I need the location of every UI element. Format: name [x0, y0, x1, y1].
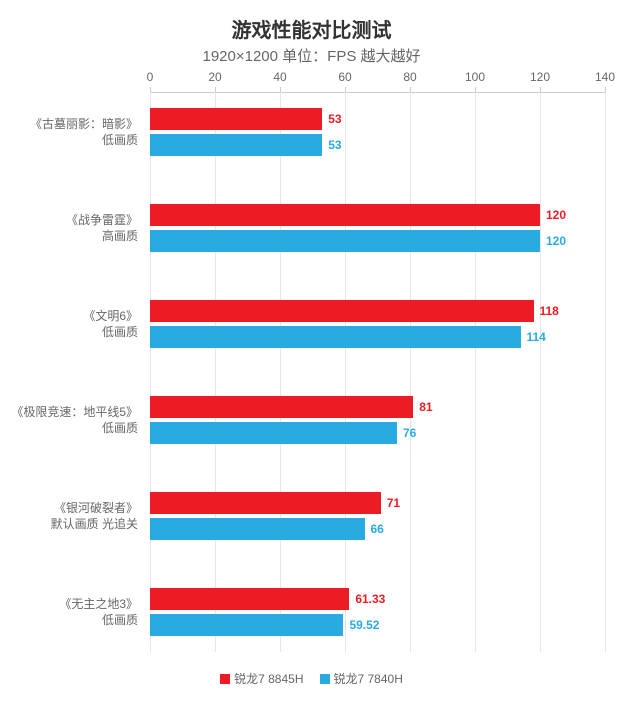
- bar-value-label: 66: [371, 522, 384, 536]
- bar: [150, 518, 365, 540]
- bar: [150, 108, 322, 130]
- category-line1: 《银河破裂者》: [54, 501, 138, 515]
- category-label: 《文明6》低画质: [0, 308, 138, 340]
- bar: [150, 300, 534, 322]
- gridline: [215, 92, 216, 652]
- legend-swatch: [320, 674, 330, 684]
- category-line1: 《极限竞速：地平线5》: [11, 405, 138, 419]
- x-tick-label: 100: [465, 70, 485, 84]
- bar-value-label: 59.52: [349, 618, 379, 632]
- bar-value-label: 120: [546, 208, 566, 222]
- category-line2: 默认画质 光追关: [51, 517, 138, 531]
- gridline: [475, 92, 476, 652]
- bar-value-label: 71: [387, 496, 400, 510]
- category-line2: 低画质: [102, 421, 138, 435]
- bar: [150, 396, 413, 418]
- category-line2: 低画质: [102, 133, 138, 147]
- bar: [150, 422, 397, 444]
- bar: [150, 614, 343, 636]
- x-tick-label: 140: [595, 70, 615, 84]
- category-line2: 低画质: [102, 325, 138, 339]
- gridline: [605, 92, 606, 652]
- x-tick-label: 80: [403, 70, 416, 84]
- chart-title: 游戏性能对比测试: [0, 0, 623, 43]
- chart-container: 游戏性能对比测试 1920×1200 单位：FPS 越大越好 0 20 40 60 80…: [0, 0, 623, 712]
- x-tick: [150, 87, 151, 92]
- x-tick: [410, 87, 411, 92]
- category-line1: 《古墓丽影：暗影》: [30, 117, 138, 131]
- bar-value-label: 53: [328, 138, 341, 152]
- x-tick: [280, 87, 281, 92]
- bar: [150, 230, 540, 252]
- bar: [150, 134, 322, 156]
- bar-value-label: 120: [546, 234, 566, 248]
- legend: 锐龙7 8845H 锐龙7 7840H: [0, 670, 623, 687]
- bar: [150, 492, 381, 514]
- gridline: [410, 92, 411, 652]
- bar-value-label: 81: [419, 400, 432, 414]
- category-line1: 《战争雷霆》: [66, 213, 138, 227]
- x-tick: [345, 87, 346, 92]
- category-label: 《战争雷霆》高画质: [0, 212, 138, 244]
- x-tick-label: 120: [530, 70, 550, 84]
- bar-value-label: 76: [403, 426, 416, 440]
- chart-subtitle: 1920×1200 单位：FPS 越大越好: [0, 43, 623, 66]
- bar-value-label: 114: [527, 330, 546, 344]
- bar: [150, 204, 540, 226]
- legend-item: 锐龙7 7840H: [320, 670, 403, 687]
- bar: [150, 588, 349, 610]
- x-tick: [215, 87, 216, 92]
- bar-value-label: 118: [540, 304, 559, 318]
- gridline: [280, 92, 281, 652]
- category-line1: 《文明6》: [83, 309, 138, 323]
- x-tick: [605, 87, 606, 92]
- x-tick-label: 0: [147, 70, 154, 84]
- bar: [150, 326, 521, 348]
- legend-label: 锐龙7 7840H: [334, 672, 403, 686]
- x-tick-label: 20: [208, 70, 221, 84]
- x-tick: [475, 87, 476, 92]
- category-label: 《银河破裂者》默认画质 光追关: [0, 500, 138, 532]
- legend-swatch: [220, 674, 230, 684]
- legend-label: 锐龙7 8845H: [234, 672, 303, 686]
- category-line2: 高画质: [102, 229, 138, 243]
- gridline: [540, 92, 541, 652]
- category-label: 《无主之地3》低画质: [0, 596, 138, 628]
- gridline: [150, 92, 151, 652]
- category-label: 《古墓丽影：暗影》低画质: [0, 116, 138, 148]
- gridline: [345, 92, 346, 652]
- bar-value-label: 61.33: [355, 592, 385, 606]
- x-tick: [540, 87, 541, 92]
- x-tick-label: 40: [273, 70, 286, 84]
- category-line2: 低画质: [102, 613, 138, 627]
- x-tick-label: 60: [338, 70, 351, 84]
- legend-item: 锐龙7 8845H: [220, 670, 303, 687]
- x-axis-line: [150, 92, 605, 93]
- category-label: 《极限竞速：地平线5》低画质: [0, 404, 138, 436]
- bar-value-label: 53: [328, 112, 341, 126]
- category-line1: 《无主之地3》: [59, 597, 138, 611]
